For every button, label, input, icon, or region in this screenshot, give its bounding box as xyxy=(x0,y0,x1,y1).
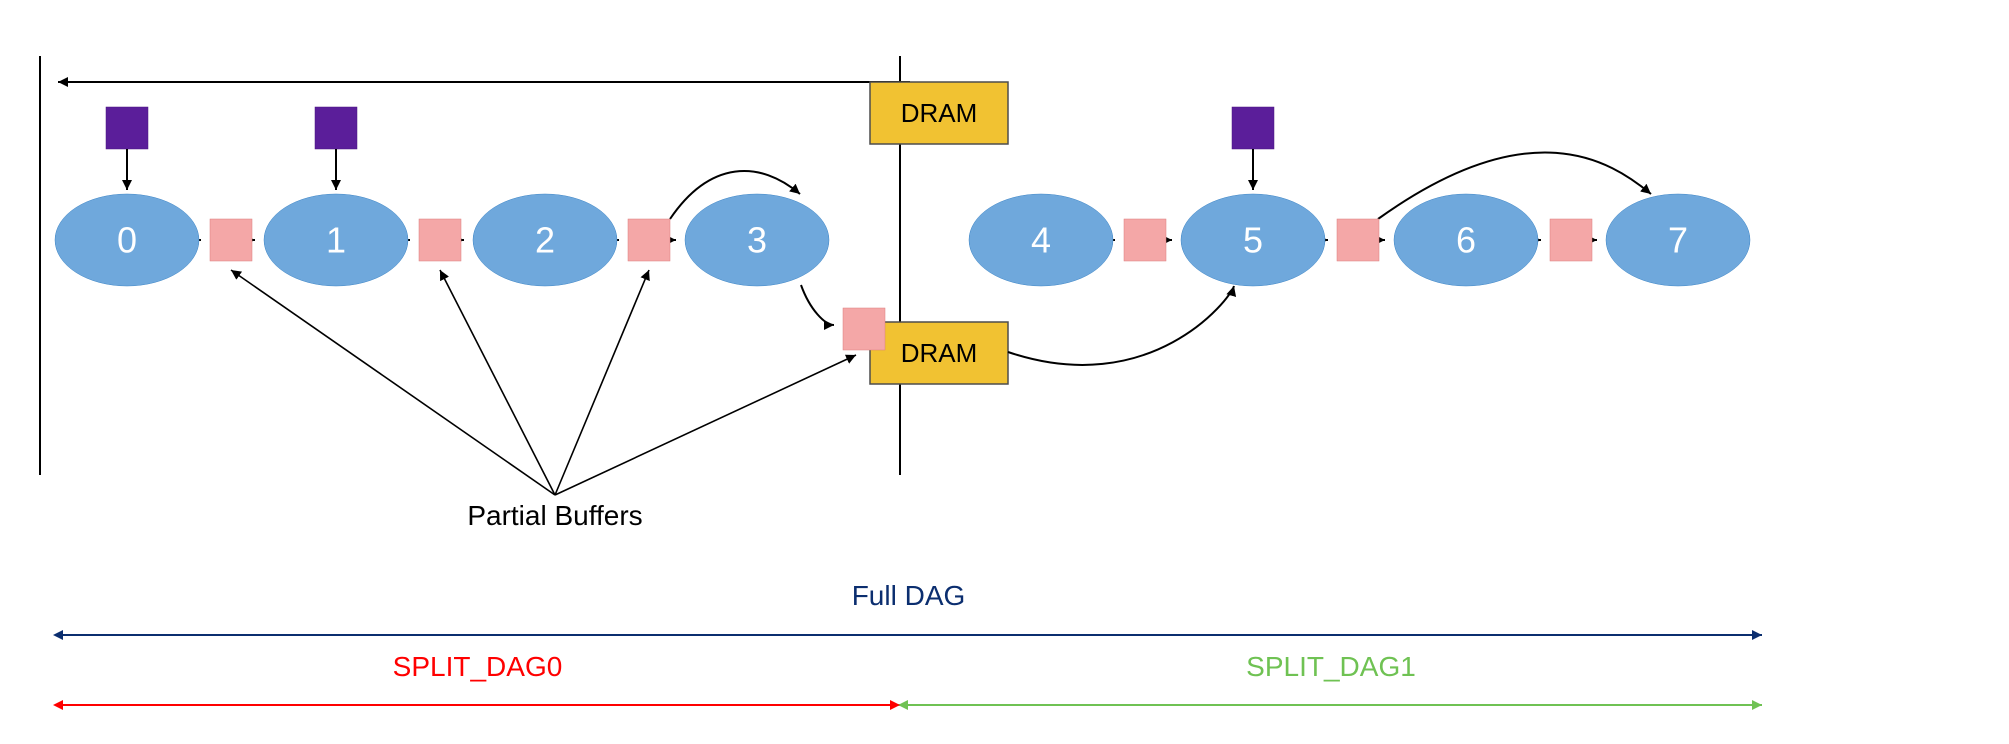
pointer-line-2 xyxy=(555,270,649,495)
partial-buffers-label: Partial Buffers xyxy=(467,500,642,531)
range-label-1: SPLIT_DAG0 xyxy=(393,651,563,682)
range-label-2: SPLIT_DAG1 xyxy=(1246,651,1416,682)
pointer-line-0 xyxy=(231,270,555,495)
node-label-0: 0 xyxy=(117,220,137,261)
partial-buffer-6 xyxy=(1550,219,1592,261)
node-label-6: 6 xyxy=(1456,220,1476,261)
pointer-line-1 xyxy=(440,270,555,495)
dram-label-1: DRAM xyxy=(901,338,978,368)
node-label-2: 2 xyxy=(535,220,555,261)
input-block-0 xyxy=(106,107,148,149)
pointer-line-3 xyxy=(555,355,856,495)
node-label-7: 7 xyxy=(1668,220,1688,261)
node-label-1: 1 xyxy=(326,220,346,261)
partial-buffer-3 xyxy=(843,308,885,350)
input-block-1 xyxy=(315,107,357,149)
node-label-3: 3 xyxy=(747,220,767,261)
partial-buffer-0 xyxy=(210,219,252,261)
partial-buffer-5 xyxy=(1337,219,1379,261)
dram-label-0: DRAM xyxy=(901,98,978,128)
partial-buffer-1 xyxy=(419,219,461,261)
range-label-0: Full DAG xyxy=(852,580,966,611)
node-label-5: 5 xyxy=(1243,220,1263,261)
curved-edge-1 xyxy=(801,285,834,325)
input-block-2 xyxy=(1232,107,1274,149)
partial-buffer-4 xyxy=(1124,219,1166,261)
partial-buffer-2 xyxy=(628,219,670,261)
curved-edge-2 xyxy=(1008,286,1234,365)
node-label-4: 4 xyxy=(1031,220,1051,261)
